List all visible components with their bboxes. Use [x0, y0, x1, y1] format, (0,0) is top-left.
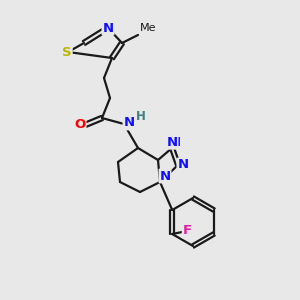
- Text: Me: Me: [140, 23, 157, 33]
- Text: N: N: [123, 116, 135, 130]
- Text: N: N: [159, 169, 171, 182]
- Text: F: F: [183, 224, 192, 238]
- Text: N: N: [177, 158, 189, 172]
- Text: N: N: [167, 136, 178, 148]
- Text: S: S: [62, 46, 72, 59]
- Text: O: O: [74, 118, 86, 131]
- Text: N: N: [102, 22, 114, 34]
- Text: H: H: [136, 110, 146, 124]
- Text: N: N: [169, 136, 181, 148]
